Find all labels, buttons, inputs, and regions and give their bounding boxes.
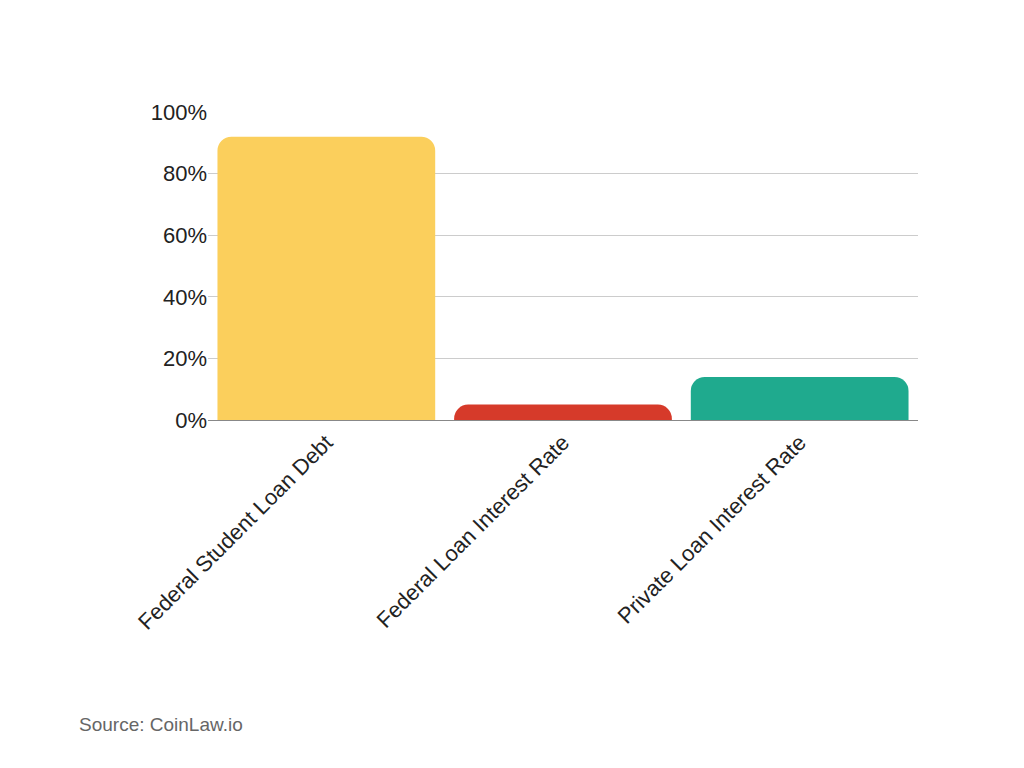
svg-text:0%: 0% — [175, 408, 207, 433]
svg-text:40%: 40% — [163, 285, 207, 310]
svg-text:80%: 80% — [163, 161, 207, 186]
svg-text:Private Loan Interest Rate: Private Loan Interest Rate — [613, 430, 811, 628]
svg-text:Federal Loan Interest Rate: Federal Loan Interest Rate — [372, 430, 575, 633]
svg-text:Source: CoinLaw.io: Source: CoinLaw.io — [79, 714, 243, 735]
svg-text:60%: 60% — [163, 223, 207, 248]
svg-text:20%: 20% — [163, 346, 207, 371]
svg-text:Federal Student Loan Debt: Federal Student Loan Debt — [133, 430, 337, 634]
svg-text:100%: 100% — [151, 100, 207, 125]
